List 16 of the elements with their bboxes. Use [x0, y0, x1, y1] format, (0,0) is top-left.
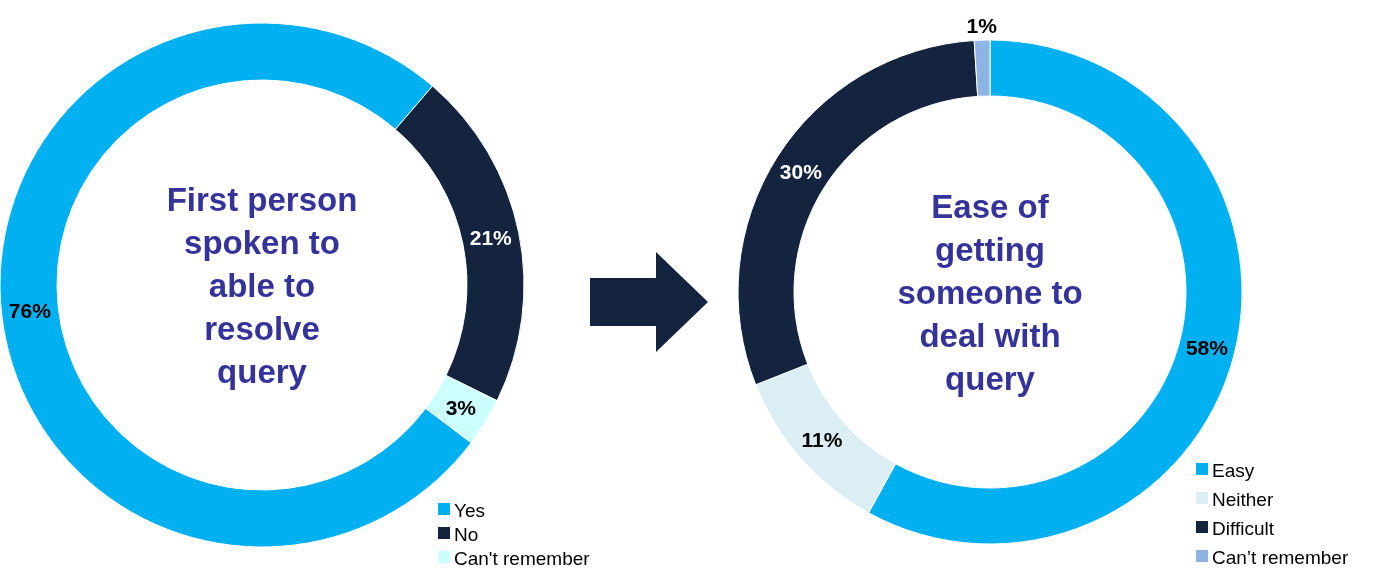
- legend-label: Easy: [1212, 459, 1255, 481]
- legend-label: Neither: [1212, 488, 1274, 510]
- legend-label: Can’t remember: [1212, 546, 1349, 568]
- legend-label: Can't remember: [454, 547, 591, 569]
- data-label: 1%: [966, 14, 998, 38]
- text: Ease of getting someone to deal with query: [897, 187, 1083, 397]
- data-label: 30%: [779, 160, 823, 184]
- data-label: 76%: [8, 298, 52, 322]
- data-label: 11%: [801, 428, 843, 452]
- legend-label: Difficult: [1212, 517, 1275, 539]
- text: First person spoken to able to resolve query: [166, 180, 358, 390]
- data-label: 58%: [1185, 336, 1229, 360]
- legend-label: Yes: [454, 499, 485, 521]
- data-label: 3%: [445, 395, 477, 419]
- data-label: 21%: [469, 226, 513, 250]
- legend-label: No: [454, 523, 479, 545]
